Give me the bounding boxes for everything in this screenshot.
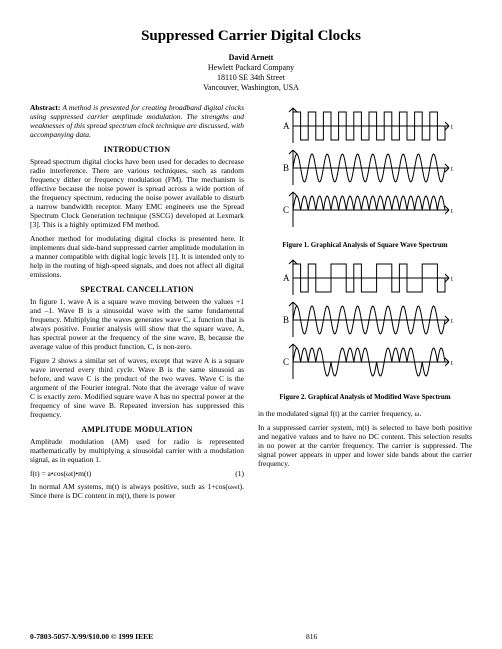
svg-text:B: B bbox=[283, 315, 289, 325]
equation-1-number: (1) bbox=[235, 469, 244, 478]
para-am-1: Amplitude modulation (AM) used for radio… bbox=[30, 437, 244, 464]
para-am-2: In normal AM systems, m(t) is always pos… bbox=[30, 482, 244, 500]
svg-text:C: C bbox=[283, 357, 289, 367]
figure-1-waveforms: At Bt Ct bbox=[275, 105, 455, 237]
svg-text:t: t bbox=[451, 207, 453, 215]
para-rcol-2: In a suppressed carrier system, m(t) is … bbox=[258, 423, 472, 468]
figure-2-caption: Figure 2. Graphical Analysis of Modified… bbox=[258, 393, 472, 401]
figure-1-caption: Figure 1. Graphical Analysis of Square W… bbox=[258, 241, 472, 249]
svg-text:t: t bbox=[451, 165, 453, 173]
para-intro-1: Spread spectrum digital clocks have been… bbox=[30, 157, 244, 229]
author-city: Vancouver, Washington, USA bbox=[30, 83, 472, 93]
svg-text:t: t bbox=[451, 275, 453, 283]
para-spectral-1: In figure 1, wave A is a square wave mov… bbox=[30, 297, 244, 351]
author-addr: 18110 SE 34th Street bbox=[30, 73, 472, 83]
svg-text:A: A bbox=[283, 273, 290, 283]
author-name: David Arnett bbox=[30, 53, 472, 63]
svg-text:B: B bbox=[283, 163, 289, 173]
abstract-lead: Abstract: bbox=[30, 103, 60, 112]
footer-copyright: 0-7803-5057-X/99/$10.00 © 1999 IEEE bbox=[30, 632, 153, 641]
abstract-text: A method is presented for creating broad… bbox=[30, 103, 244, 139]
equation-1: f(t) = a•cos(ωt)•m(t) bbox=[30, 469, 91, 478]
svg-text:A: A bbox=[283, 121, 290, 131]
para-spectral-2: Figure 2 shows a similar set of waves, e… bbox=[30, 356, 244, 419]
two-column-layout: Abstract: A method is presented for crea… bbox=[30, 103, 472, 505]
footer-page-number: 816 bbox=[306, 632, 317, 641]
section-am: AMPLITUDE MODULATION bbox=[30, 425, 244, 434]
para-intro-2: Another method for modulating digital cl… bbox=[30, 234, 244, 279]
figure-2-waveforms: At Bt Ct bbox=[275, 257, 455, 389]
svg-text:t: t bbox=[451, 123, 453, 131]
svg-text:t: t bbox=[451, 359, 453, 367]
equation-1-row: f(t) = a•cos(ωt)•m(t) (1) bbox=[30, 469, 244, 478]
author-block: David Arnett Hewlett Packard Company 181… bbox=[30, 53, 472, 93]
para-rcol-1: in the modulated signal f(t) at the carr… bbox=[258, 409, 472, 418]
page-footer: 0-7803-5057-X/99/$10.00 © 1999 IEEE 816 … bbox=[30, 632, 472, 641]
author-org: Hewlett Packard Company bbox=[30, 63, 472, 73]
svg-text:t: t bbox=[451, 317, 453, 325]
page-title: Suppressed Carrier Digital Clocks bbox=[30, 28, 472, 45]
svg-text:C: C bbox=[283, 205, 289, 215]
abstract: Abstract: A method is presented for crea… bbox=[30, 103, 244, 139]
left-column: Abstract: A method is presented for crea… bbox=[30, 103, 244, 505]
section-introduction: INTRODUCTION bbox=[30, 145, 244, 154]
section-spectral: SPECTRAL CANCELLATION bbox=[30, 285, 244, 294]
right-column: At Bt Ct Figure 1. Graphical Analysis of S… bbox=[258, 103, 472, 505]
